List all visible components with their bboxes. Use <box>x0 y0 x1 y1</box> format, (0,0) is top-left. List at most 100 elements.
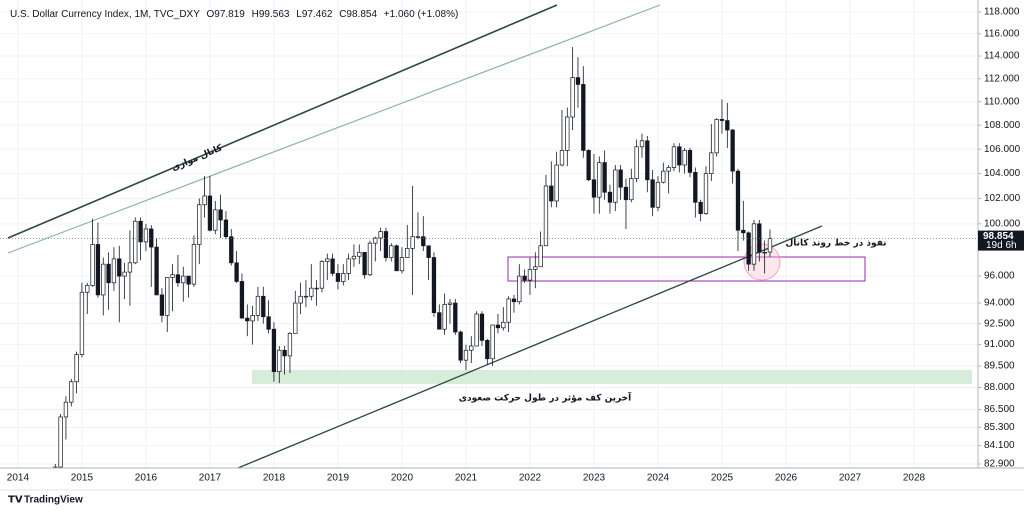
candle-body <box>714 119 719 154</box>
price-tag <box>978 230 1024 251</box>
candle-body <box>426 245 431 258</box>
channel-bottom-line <box>237 225 823 468</box>
candle-body <box>527 269 533 281</box>
ohlc-value: 99.563 <box>259 9 290 20</box>
candle-body <box>373 237 378 244</box>
candle-body <box>245 317 250 322</box>
y-tick-label: 91.000 <box>984 339 1015 350</box>
candle-body <box>325 258 330 262</box>
candle-body <box>591 179 597 198</box>
y-tick-label: 108.000 <box>984 120 1021 131</box>
support-zone <box>252 370 972 384</box>
y-tick-label: 96.000 <box>984 271 1015 282</box>
candle-body <box>597 162 602 198</box>
x-tick-label: 2027 <box>839 473 862 484</box>
branding: TradingView <box>24 495 83 506</box>
candle-body <box>661 170 666 183</box>
y-tick-label: 110.000 <box>984 96 1020 107</box>
candle-body <box>218 209 223 221</box>
candle-body <box>266 316 271 330</box>
logo: 𝗧𝗩 TradingView <box>8 495 83 506</box>
candle-body <box>255 295 261 316</box>
candle-body <box>234 262 239 282</box>
x-tick-label: 2023 <box>583 473 606 484</box>
candle-body <box>405 248 410 258</box>
candle-body <box>543 185 549 247</box>
ohlc-key: O <box>206 9 214 20</box>
candle-body <box>111 258 117 284</box>
candle-body <box>650 179 655 208</box>
candle-body <box>607 191 613 203</box>
x-tick-label: 2028 <box>903 473 926 484</box>
title: U.S. Dollar Currency Index, 1M, TVC_DXY <box>10 9 200 20</box>
candle-body <box>181 275 186 284</box>
x-tick-label: 2024 <box>647 473 670 484</box>
candle-body <box>314 287 319 290</box>
candle-body <box>303 295 309 298</box>
change: +1.060 (+1.08%) <box>384 9 459 20</box>
candle-body <box>410 236 415 249</box>
candle-body <box>127 262 133 273</box>
candle-body <box>559 150 565 166</box>
candle-body <box>122 271 127 277</box>
y-tick-label: 112.000 <box>984 73 1020 84</box>
candle-body <box>298 295 303 304</box>
candle-body <box>511 298 517 303</box>
candle-body <box>394 245 399 272</box>
candle-body <box>138 220 143 243</box>
candle-body <box>250 315 255 322</box>
retest-box <box>507 256 866 282</box>
y-tick-label: 85.300 <box>984 422 1015 433</box>
candle-body <box>74 354 79 383</box>
candle-body <box>549 185 554 202</box>
candle-body <box>677 146 682 166</box>
ohlc-value: 98.854 <box>346 9 377 20</box>
candle-body <box>170 274 175 278</box>
candle-body <box>239 281 245 319</box>
candle-body <box>671 146 677 168</box>
candle-body <box>95 244 101 296</box>
candle-body <box>421 236 426 247</box>
candle-body <box>469 345 474 351</box>
y-tick-label: 106.000 <box>984 144 1021 155</box>
candle-body <box>362 251 367 276</box>
candle-body <box>159 294 165 316</box>
candle-body <box>554 164 559 202</box>
candle-body <box>165 277 170 316</box>
candle-body <box>725 120 730 131</box>
y-tick-label: 82.900 <box>984 459 1015 470</box>
candle-body <box>191 244 197 285</box>
candle-body <box>453 302 458 333</box>
candle-body <box>501 321 506 329</box>
candle-body <box>133 220 138 264</box>
logo-mark: 𝗧𝗩 <box>8 495 23 506</box>
candle-body <box>282 349 287 357</box>
candle-body <box>186 275 191 285</box>
breakout-label: نفوذ در خط روند کانال <box>785 239 886 249</box>
x-tick-label: 2021 <box>455 473 478 484</box>
x-tick-label: 2014 <box>7 473 30 484</box>
candle-body <box>341 273 346 282</box>
candle-body <box>703 173 709 214</box>
x-tick-label: 2020 <box>391 473 414 484</box>
channel-label: کانال موازی <box>170 143 224 174</box>
candle-body <box>698 201 703 214</box>
y-tick-label: 118.000 <box>984 7 1020 18</box>
candle-body <box>687 150 693 173</box>
x-tick-label: 2018 <box>263 473 286 484</box>
candle-body <box>479 313 485 341</box>
y-tick-label: 100.000 <box>984 218 1021 229</box>
candle-body <box>533 266 538 270</box>
candle-body <box>319 261 325 289</box>
candle-body <box>117 258 122 277</box>
y-tick-label: 102.000 <box>984 193 1021 204</box>
x-tick-label: 2025 <box>711 473 734 484</box>
candle-body <box>634 146 639 179</box>
candle-body <box>357 251 362 257</box>
x-tick-label: 2016 <box>135 473 158 484</box>
candle-body <box>58 416 63 468</box>
candle-body <box>741 229 746 234</box>
candle-body <box>90 244 95 286</box>
candle-body <box>101 263 106 296</box>
